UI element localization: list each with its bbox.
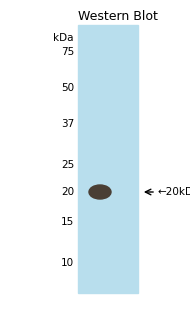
- Text: 50: 50: [61, 83, 74, 93]
- Text: 10: 10: [61, 258, 74, 268]
- Bar: [78, 25, 138, 293]
- Text: 37: 37: [61, 119, 74, 129]
- Text: Western Blot: Western Blot: [78, 10, 158, 23]
- Text: 75: 75: [61, 47, 74, 57]
- Text: kDa: kDa: [54, 33, 74, 43]
- Ellipse shape: [89, 185, 111, 199]
- Text: 20: 20: [61, 187, 74, 197]
- Text: ←20kDa: ←20kDa: [158, 187, 190, 197]
- Text: 15: 15: [61, 217, 74, 227]
- Text: 25: 25: [61, 160, 74, 170]
